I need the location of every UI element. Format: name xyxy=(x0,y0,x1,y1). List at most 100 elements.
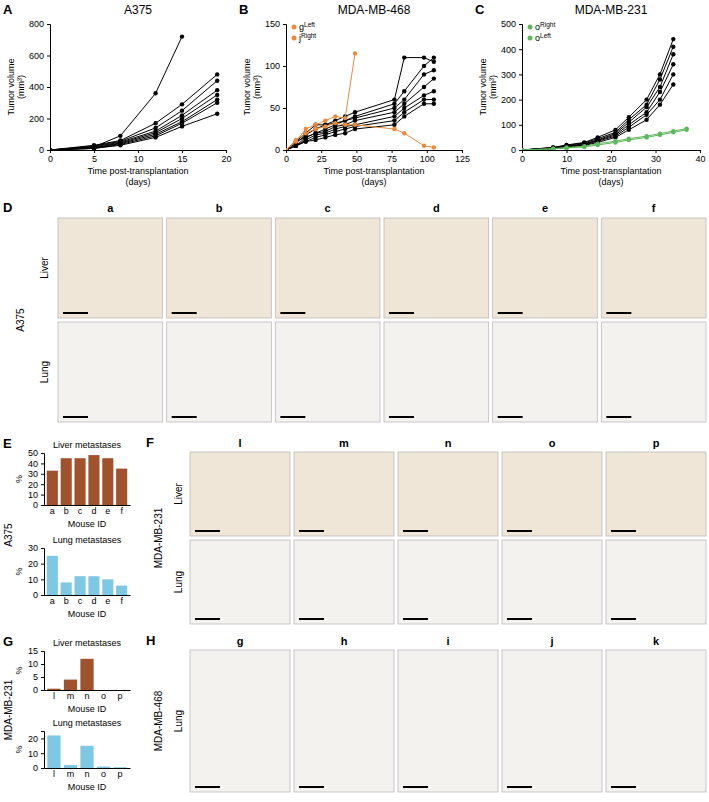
tick: 10 xyxy=(133,150,143,164)
tick-label: 50 xyxy=(270,103,280,113)
scale-bar xyxy=(172,416,197,418)
tick-label: 0 xyxy=(284,154,289,164)
column-label: j xyxy=(549,635,553,647)
legend-label: gLeft xyxy=(299,21,315,33)
tick-label: 0 xyxy=(275,145,280,155)
tick-mark xyxy=(567,150,568,153)
micrograph xyxy=(58,218,163,318)
bar xyxy=(102,458,113,505)
x-axis: 010203040 xyxy=(520,150,706,164)
data-point xyxy=(522,148,524,150)
tick-mark xyxy=(47,56,50,57)
tick: o xyxy=(101,690,106,701)
tick: 10 xyxy=(28,659,44,669)
chart-title: Liver metastases xyxy=(53,440,122,450)
bar xyxy=(47,689,60,690)
legend-label: oLeft xyxy=(535,32,551,44)
column-label: f xyxy=(652,202,656,214)
micrograph xyxy=(384,218,489,318)
line-chart: 0102030400100200300400500oRightoLeftMDA-… xyxy=(475,2,706,187)
tick-label: 300 xyxy=(501,70,516,80)
tick-label: m xyxy=(67,769,75,779)
data-point xyxy=(353,127,357,131)
tick-label: 30 xyxy=(651,154,661,164)
data-point xyxy=(50,148,52,150)
tick-label: 30 xyxy=(28,469,38,479)
data-point xyxy=(392,110,396,114)
data-point xyxy=(522,148,524,150)
tick-mark xyxy=(392,150,393,153)
scale-bar xyxy=(403,530,428,532)
x-axis-title: Mouse ID xyxy=(68,782,107,792)
data-point xyxy=(684,128,688,132)
data-point xyxy=(658,102,662,106)
data-point xyxy=(92,146,96,150)
tick: f xyxy=(120,595,123,606)
tick-label: 20 xyxy=(28,559,38,569)
line-chart: 0255075100125050100150gLeftjRightMDA-MB-… xyxy=(239,2,470,187)
legend-marker xyxy=(528,36,533,41)
data-point xyxy=(402,97,406,101)
micrograph xyxy=(606,540,706,624)
data-point xyxy=(522,148,524,150)
tick-label: 0 xyxy=(33,763,38,773)
tick: b xyxy=(64,505,69,516)
column-label: h xyxy=(341,635,348,647)
micrograph xyxy=(398,650,498,792)
tick-mark xyxy=(656,150,657,153)
micrograph xyxy=(601,322,706,422)
tick: 15 xyxy=(177,150,187,164)
data-point xyxy=(613,135,617,139)
tick-mark xyxy=(41,579,44,580)
scale-bar xyxy=(195,530,220,532)
tick-mark xyxy=(519,100,522,101)
panel-label: H xyxy=(146,633,155,648)
data-point xyxy=(304,131,308,135)
micrograph xyxy=(190,650,290,792)
tick: 600 xyxy=(29,51,50,61)
scale-bar xyxy=(299,530,324,532)
data-point xyxy=(333,133,337,137)
series-line xyxy=(50,95,217,150)
tick-label: d xyxy=(91,506,96,516)
y-axis: 051015 xyxy=(28,646,45,695)
tick-label: p xyxy=(118,769,123,779)
y-axis-title: Tumor volume xyxy=(478,58,488,115)
tick-mark xyxy=(519,150,522,151)
data-point xyxy=(392,106,396,110)
bar xyxy=(97,690,110,691)
tick-label: 75 xyxy=(387,154,397,164)
tick: 0 xyxy=(33,500,44,510)
data-point xyxy=(180,102,184,106)
group-label: MDA-MB-231 xyxy=(3,679,14,740)
tick-mark xyxy=(41,463,44,464)
x-axis: 05101520 xyxy=(48,150,232,164)
bar-chart: lmnop051015Liver metastases%Mouse IDGMDA… xyxy=(3,634,131,740)
tick: 0 xyxy=(284,150,289,164)
tick-mark xyxy=(47,119,50,120)
bar xyxy=(47,471,58,505)
column-label: a xyxy=(107,202,114,214)
series-line xyxy=(522,39,673,150)
tick: b xyxy=(64,595,69,606)
micrograph xyxy=(384,322,489,422)
chart-title: Lung metastases xyxy=(53,718,122,728)
data-point xyxy=(50,148,52,150)
tick-label: 100 xyxy=(420,154,435,164)
y-axis-title: Tumor volume xyxy=(242,58,252,115)
data-point xyxy=(50,148,52,150)
data-point xyxy=(333,114,337,118)
plot-area xyxy=(47,556,127,595)
tick-label: a xyxy=(50,506,55,516)
tick: 50 xyxy=(270,103,286,113)
micrograph xyxy=(275,218,380,318)
row-label: Lung xyxy=(39,361,50,383)
tick: 200 xyxy=(501,95,522,105)
data-point xyxy=(432,97,436,101)
tick-label: 200 xyxy=(501,95,516,105)
micrograph xyxy=(502,650,602,792)
data-point xyxy=(432,145,436,149)
tick-label: b xyxy=(64,596,69,606)
micrograph xyxy=(398,540,498,624)
tick-label: m xyxy=(67,691,75,701)
